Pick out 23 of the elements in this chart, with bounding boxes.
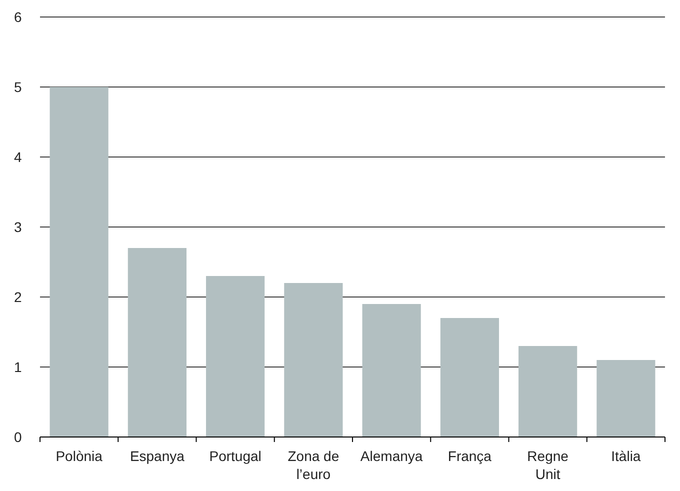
bar (284, 283, 343, 437)
bar (50, 87, 108, 437)
y-tick-label: 1 (14, 358, 22, 375)
bar (128, 248, 186, 437)
x-tick-label: Regne Unit (527, 448, 569, 482)
y-tick-label: 4 (14, 148, 22, 165)
y-tick-label: 2 (14, 288, 22, 305)
bar (440, 318, 499, 437)
x-tick-label: Zona de l’euro (288, 448, 340, 482)
x-tick-label: Portugal (209, 448, 262, 464)
y-tick-label: 5 (14, 78, 22, 95)
x-tick-label: Itàlia (611, 448, 641, 464)
bar (596, 360, 656, 437)
y-tick-label: 3 (14, 218, 22, 235)
y-tick-label: 0 (14, 428, 22, 445)
bar (362, 304, 421, 437)
x-tick-label: Alemanya (360, 448, 423, 464)
x-tick-label: Espanya (130, 448, 185, 464)
x-tick-label: França (448, 448, 492, 464)
x-tick-label: Polònia (56, 448, 103, 464)
bar (518, 346, 578, 437)
y-tick-label: 6 (14, 8, 22, 25)
bar (206, 276, 265, 437)
